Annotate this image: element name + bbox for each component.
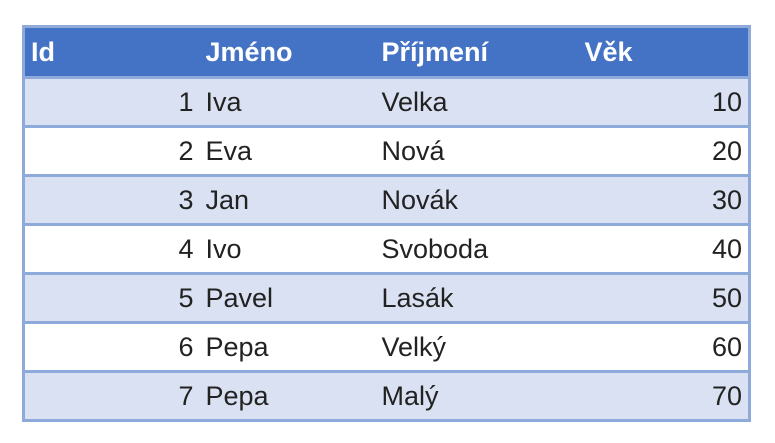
table-cell: 5 [23, 272, 200, 323]
table-cell: 40 [578, 223, 750, 274]
table-cell: 30 [578, 174, 750, 225]
table-cell: Pavel [199, 272, 376, 323]
table-cell: Velký [375, 321, 579, 372]
table-cell: Velka [375, 76, 579, 127]
table-cell: Eva [199, 125, 376, 176]
header-cell: Věk [578, 26, 750, 78]
table-cell: Pepa [199, 321, 376, 372]
table-row: 3 Jan Novák 30 [23, 174, 750, 225]
header-cell: Id [23, 26, 200, 78]
table-cell: 10 [578, 76, 750, 127]
table-row: 1 Iva Velka 10 [23, 76, 750, 127]
table: Id Jméno Příjmení Věk 1 Iva Velka 10 2 Eva Nová 20… [22, 25, 751, 422]
table-cell: Pepa [199, 370, 376, 421]
table-cell: 4 [23, 223, 200, 274]
header-cell: Jméno [199, 26, 376, 78]
table-cell: 2 [23, 125, 200, 176]
table-cell: 50 [578, 272, 750, 323]
table-cell: Iva [199, 76, 376, 127]
table-cell: Lasák [375, 272, 579, 323]
table-cell: 1 [23, 76, 200, 127]
table-cell: 7 [23, 370, 200, 421]
table-row: 2 Eva Nová 20 [23, 125, 750, 176]
header-row: Id Jméno Příjmení Věk [23, 26, 750, 78]
table-row: 5 Pavel Lasák 50 [23, 272, 750, 323]
table-cell: 3 [23, 174, 200, 225]
table-cell: 20 [578, 125, 750, 176]
table-cell: Novák [375, 174, 579, 225]
table-cell: Svoboda [375, 223, 579, 274]
table-cell: 6 [23, 321, 200, 372]
table-row: 6 Pepa Velký 60 [23, 321, 750, 372]
table-cell: 70 [578, 370, 750, 421]
table-cell: Jan [199, 174, 376, 225]
table-cell: Malý [375, 370, 579, 421]
table-container: Id Jméno Příjmení Věk 1 Iva Velka 10 2 Eva Nová 20… [22, 25, 751, 422]
table-cell: Ivo [199, 223, 376, 274]
table-row: 7 Pepa Malý 70 [23, 370, 750, 421]
header-cell: Příjmení [375, 26, 579, 78]
table-row: 4 Ivo Svoboda 40 [23, 223, 750, 274]
table-body: 1 Iva Velka 10 2 Eva Nová 20 3 Jan Novák 30 4 Ivo Svob… [23, 76, 750, 421]
table-cell: Nová [375, 125, 579, 176]
table-cell: 60 [578, 321, 750, 372]
